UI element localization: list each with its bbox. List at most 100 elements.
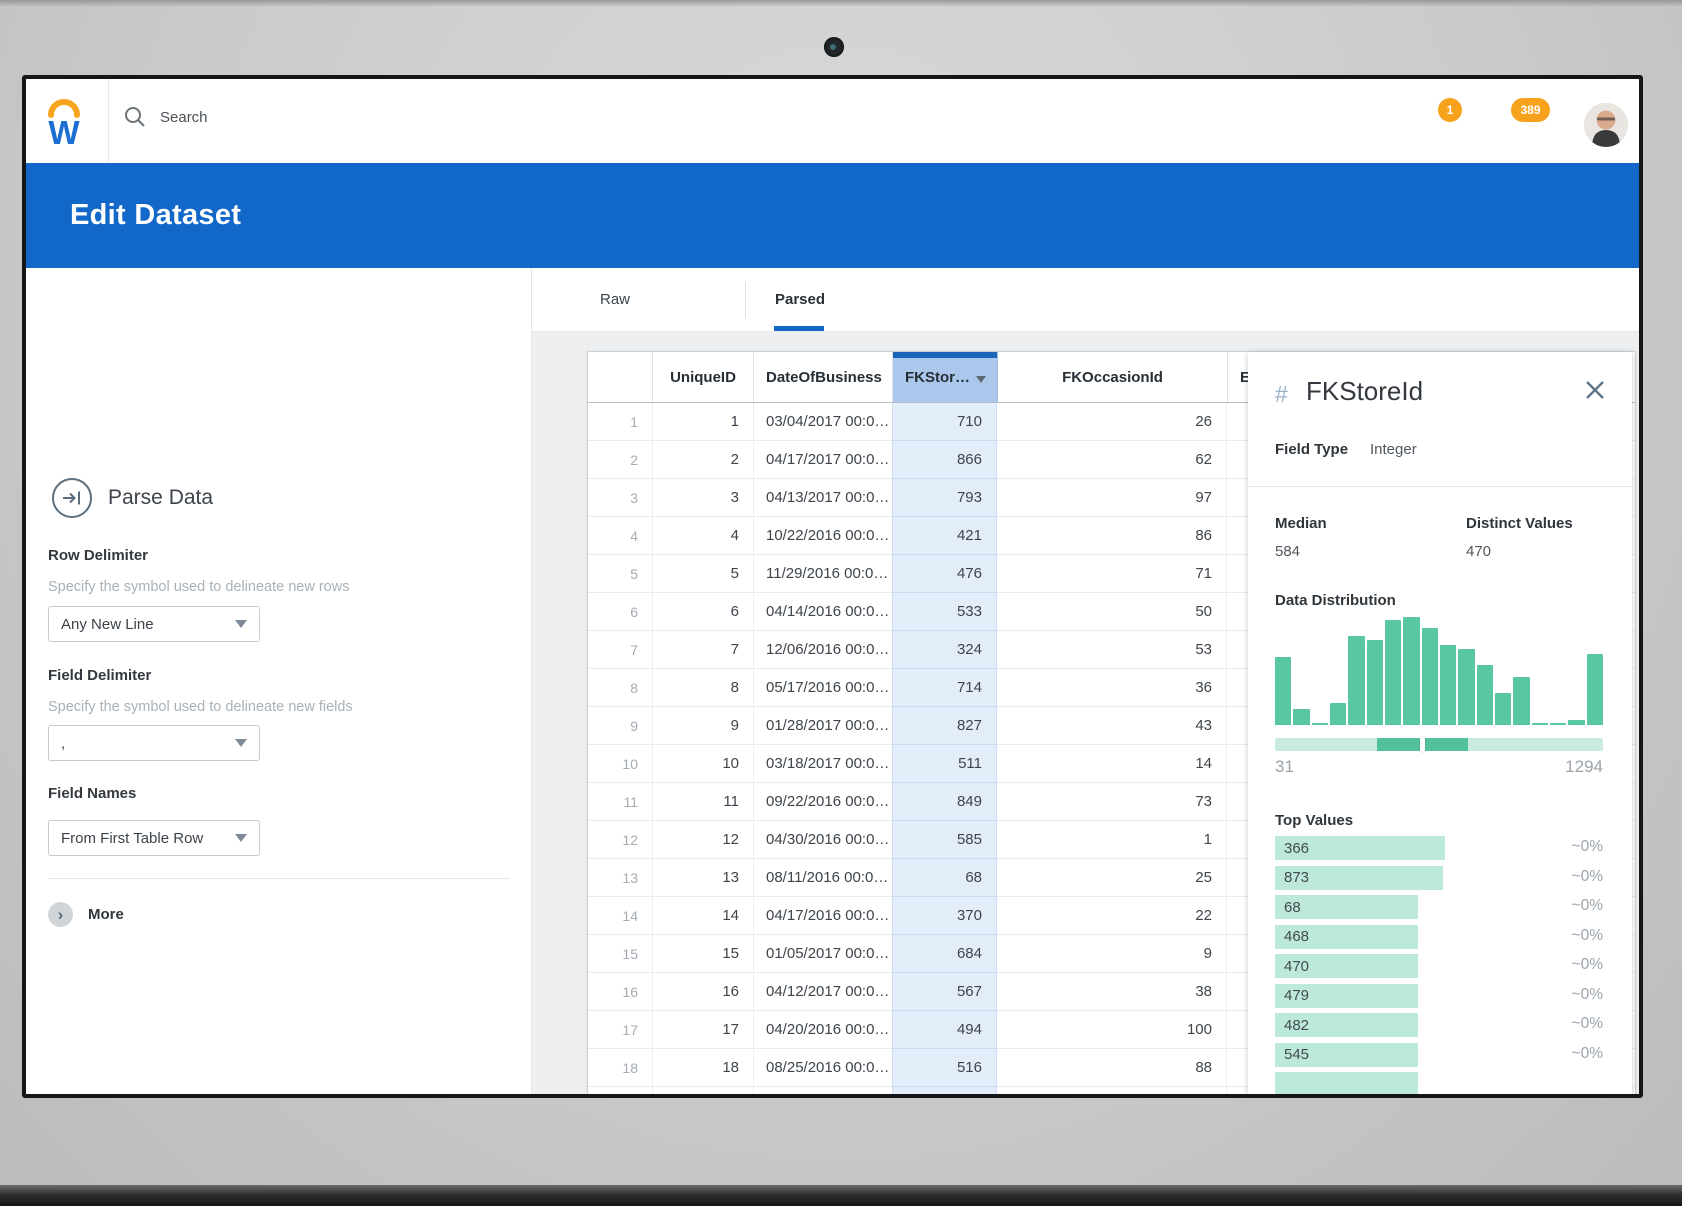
- cell-dateofbusiness[interactable]: [754, 1087, 893, 1094]
- cell-dateofbusiness[interactable]: 04/14/2016 00:0…: [754, 593, 893, 630]
- column-header-dateofbusiness[interactable]: DateOfBusiness: [754, 352, 893, 402]
- range-slider[interactable]: [1275, 737, 1603, 752]
- more-toggle[interactable]: › More: [48, 902, 124, 927]
- column-header-extra[interactable]: E: [1240, 368, 1251, 386]
- cell-dateofbusiness[interactable]: 01/28/2017 00:0…: [754, 707, 893, 744]
- cell-fkoccasionid[interactable]: 73: [997, 783, 1227, 820]
- cell-fkoccasionid[interactable]: 88: [997, 1049, 1227, 1086]
- cell-fkoccasionid[interactable]: 22: [997, 897, 1227, 934]
- cell-fkoccasionid[interactable]: 1: [997, 821, 1227, 858]
- histogram-bar: [1476, 665, 1493, 725]
- cell-uniqueid[interactable]: 12: [653, 821, 754, 858]
- inbox-badge[interactable]: 389: [1511, 98, 1550, 122]
- cell-fkoccasionid[interactable]: 14: [997, 745, 1227, 782]
- cell-uniqueid[interactable]: 1: [653, 403, 754, 440]
- cell-dateofbusiness[interactable]: 04/17/2017 00:0…: [754, 441, 893, 478]
- cell-fkstoreid[interactable]: 421: [892, 517, 997, 554]
- cell-fkstoreid[interactable]: 585: [892, 821, 997, 858]
- cell-fkstoreid[interactable]: 476: [892, 555, 997, 592]
- cell-dateofbusiness[interactable]: 01/05/2017 00:0…: [754, 935, 893, 972]
- cell-fkstoreid[interactable]: 827: [892, 707, 997, 744]
- cell-fkoccasionid[interactable]: [997, 1087, 1227, 1094]
- cell-uniqueid[interactable]: 3: [653, 479, 754, 516]
- cell-uniqueid[interactable]: 10: [653, 745, 754, 782]
- avatar[interactable]: [1584, 103, 1628, 147]
- cell-dateofbusiness[interactable]: 09/22/2016 00:0…: [754, 783, 893, 820]
- cell-uniqueid[interactable]: 7: [653, 631, 754, 668]
- cell-fkoccasionid[interactable]: 86: [997, 517, 1227, 554]
- cell-dateofbusiness[interactable]: 04/20/2016 00:0…: [754, 1011, 893, 1048]
- range-slider-handle[interactable]: [1420, 737, 1425, 752]
- cell-uniqueid[interactable]: 14: [653, 897, 754, 934]
- cell-dateofbusiness[interactable]: 12/06/2016 00:0…: [754, 631, 893, 668]
- cell-uniqueid[interactable]: 9: [653, 707, 754, 744]
- cell-fkstoreid[interactable]: 710: [892, 403, 997, 440]
- cell-fkoccasionid[interactable]: 38: [997, 973, 1227, 1010]
- column-header-uniqueid[interactable]: UniqueID: [653, 352, 754, 402]
- cell-dateofbusiness[interactable]: 08/25/2016 00:0…: [754, 1049, 893, 1086]
- close-icon[interactable]: [1584, 379, 1606, 401]
- field-names-select[interactable]: From First Table Row: [48, 820, 260, 856]
- cell-uniqueid[interactable]: 6: [653, 593, 754, 630]
- cell-dateofbusiness[interactable]: 05/17/2016 00:0…: [754, 669, 893, 706]
- tab-parsed[interactable]: Parsed: [775, 291, 826, 308]
- cell-fkstoreid[interactable]: 849: [892, 783, 997, 820]
- cell-fkstoreid[interactable]: 567: [892, 973, 997, 1010]
- cell-fkoccasionid[interactable]: 50: [997, 593, 1227, 630]
- cell-fkoccasionid[interactable]: 100: [997, 1011, 1227, 1048]
- workday-logo[interactable]: W: [44, 91, 84, 151]
- cell-uniqueid[interactable]: 8: [653, 669, 754, 706]
- table-row[interactable]: [588, 1087, 1635, 1094]
- cell-dateofbusiness[interactable]: 04/30/2016 00:0…: [754, 821, 893, 858]
- column-header-fkoccasionid[interactable]: FKOccasionId: [998, 352, 1228, 402]
- row-delimiter-select[interactable]: Any New Line: [48, 606, 260, 642]
- cell-dateofbusiness[interactable]: 04/12/2017 00:0…: [754, 973, 893, 1010]
- search-input[interactable]: Search: [160, 109, 208, 126]
- cell-uniqueid[interactable]: 16: [653, 973, 754, 1010]
- cell-fkstoreid[interactable]: 494: [892, 1011, 997, 1048]
- notification-badge[interactable]: 1: [1438, 98, 1462, 122]
- cell-fkoccasionid[interactable]: 25: [997, 859, 1227, 896]
- field-delimiter-select[interactable]: ,: [48, 725, 260, 761]
- cell-uniqueid[interactable]: 13: [653, 859, 754, 896]
- cell-uniqueid[interactable]: 11: [653, 783, 754, 820]
- cell-uniqueid[interactable]: [653, 1087, 754, 1094]
- cell-uniqueid[interactable]: 18: [653, 1049, 754, 1086]
- cell-uniqueid[interactable]: 5: [653, 555, 754, 592]
- cell-dateofbusiness[interactable]: 04/17/2016 00:0…: [754, 897, 893, 934]
- cell-fkstoreid[interactable]: 533: [892, 593, 997, 630]
- cell-fkoccasionid[interactable]: 9: [997, 935, 1227, 972]
- cell-fkoccasionid[interactable]: 43: [997, 707, 1227, 744]
- cell-fkstoreid[interactable]: 68: [892, 859, 997, 896]
- cell-fkstoreid[interactable]: 324: [892, 631, 997, 668]
- cell-fkstoreid[interactable]: 793: [892, 479, 997, 516]
- cell-fkoccasionid[interactable]: 97: [997, 479, 1227, 516]
- cell-fkstoreid[interactable]: 684: [892, 935, 997, 972]
- cell-dateofbusiness[interactable]: 10/22/2016 00:0…: [754, 517, 893, 554]
- cell-fkstoreid[interactable]: [892, 1087, 997, 1094]
- cell-fkstoreid[interactable]: 714: [892, 669, 997, 706]
- cell-fkoccasionid[interactable]: 62: [997, 441, 1227, 478]
- column-header-fkstoreid[interactable]: FKStor…: [893, 352, 998, 402]
- cell-uniqueid[interactable]: 17: [653, 1011, 754, 1048]
- cell-fkoccasionid[interactable]: 53: [997, 631, 1227, 668]
- tab-raw[interactable]: Raw: [600, 291, 631, 308]
- cell-uniqueid[interactable]: 15: [653, 935, 754, 972]
- cell-fkstoreid[interactable]: 516: [892, 1049, 997, 1086]
- cell-fkstoreid[interactable]: 370: [892, 897, 997, 934]
- cell-fkstoreid[interactable]: 511: [892, 745, 997, 782]
- cell-fkoccasionid[interactable]: 71: [997, 555, 1227, 592]
- cell-dateofbusiness[interactable]: 03/18/2017 00:0…: [754, 745, 893, 782]
- cell-dateofbusiness[interactable]: 11/29/2016 00:0…: [754, 555, 893, 592]
- cell-fkoccasionid[interactable]: 36: [997, 669, 1227, 706]
- cell-uniqueid[interactable]: 2: [653, 441, 754, 478]
- column-menu-caret-icon[interactable]: [976, 376, 986, 383]
- cell-dateofbusiness[interactable]: 08/11/2016 00:0…: [754, 859, 893, 896]
- cell-uniqueid[interactable]: 4: [653, 517, 754, 554]
- cell-fkstoreid[interactable]: 866: [892, 441, 997, 478]
- cell-dateofbusiness[interactable]: 03/04/2017 00:0…: [754, 403, 893, 440]
- table-row[interactable]: 4 4 10/22/2016 00:0… 421 86: [588, 517, 1635, 555]
- search-icon[interactable]: [124, 106, 146, 128]
- cell-dateofbusiness[interactable]: 04/13/2017 00:0…: [754, 479, 893, 516]
- cell-fkoccasionid[interactable]: 26: [997, 403, 1227, 440]
